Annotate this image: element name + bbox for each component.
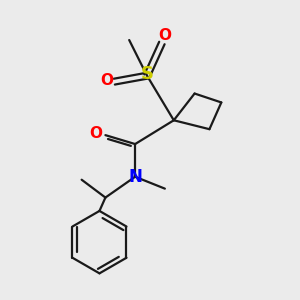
Text: O: O (158, 28, 171, 43)
Text: S: S (140, 65, 154, 83)
Text: N: N (128, 168, 142, 186)
Text: O: O (100, 73, 113, 88)
Text: O: O (89, 126, 102, 141)
